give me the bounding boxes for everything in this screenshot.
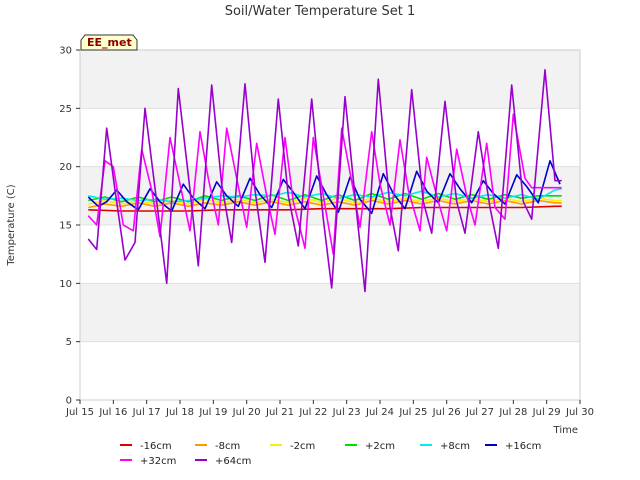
x-tick-label: Jul 26 bbox=[432, 407, 461, 418]
axis-ticks: 0 5 10 15 20 25 30 Jul 15 Jul 16 Jul 17 Jul 18 Jul … bbox=[59, 46, 594, 419]
x-tick-label: Jul 28 bbox=[498, 407, 527, 418]
series-line-+64cm bbox=[87, 69, 562, 293]
x-tick-label: Jul 19 bbox=[198, 407, 227, 418]
badge-box bbox=[80, 34, 138, 51]
x-tick-label: Jul 15 bbox=[65, 407, 94, 418]
x-tick-label: Jul 27 bbox=[465, 407, 494, 418]
x-tick-label: Jul 23 bbox=[332, 407, 361, 418]
y-axis-label: Temperature (C) bbox=[6, 184, 17, 266]
background-band bbox=[80, 50, 580, 109]
station-badge: EE_met bbox=[80, 34, 138, 51]
series-line--8cm bbox=[88, 199, 562, 209]
legend-label: -8cm bbox=[215, 441, 240, 452]
series-line-+2cm bbox=[88, 192, 562, 203]
x-tick-label: Jul 18 bbox=[165, 407, 194, 418]
x-tick-label: Jul 20 bbox=[232, 407, 261, 418]
y-tick-label: 25 bbox=[59, 104, 72, 115]
series-line-+8cm bbox=[88, 188, 562, 203]
y-tick-label: 5 bbox=[66, 337, 72, 348]
legend-label: +8cm bbox=[440, 441, 470, 452]
legend-label: +32cm bbox=[140, 456, 176, 467]
chart-title: Soil/Water Temperature Set 1 bbox=[225, 4, 416, 19]
x-tick-label: Jul 16 bbox=[98, 407, 127, 418]
legend: -16cm -8cm -2cm +2cm +8cm +16cm +32cm +64cm bbox=[120, 441, 541, 467]
legend-label: +2cm bbox=[365, 441, 395, 452]
background-band bbox=[80, 283, 580, 342]
badge-label: EE_met bbox=[87, 36, 132, 49]
y-tick-label: 0 bbox=[66, 396, 72, 407]
legend-label: -2cm bbox=[290, 441, 315, 452]
x-axis-label: Time bbox=[553, 425, 578, 436]
legend-label: +64cm bbox=[215, 456, 251, 467]
series-line-+32cm bbox=[87, 113, 562, 255]
x-tick-label: Jul 25 bbox=[398, 407, 427, 418]
y-tick-label: 10 bbox=[59, 279, 72, 290]
legend-label: +16cm bbox=[505, 441, 541, 452]
x-tick-label: Jul 24 bbox=[365, 407, 394, 418]
y-tick-label: 30 bbox=[59, 46, 72, 57]
x-tick-label: Jul 21 bbox=[265, 407, 294, 418]
y-tick-label: 20 bbox=[59, 162, 72, 173]
x-tick-label: Jul 30 bbox=[565, 407, 594, 418]
x-tick-label: Jul 17 bbox=[132, 407, 161, 418]
y-tick-label: 15 bbox=[59, 221, 72, 232]
legend-label: -16cm bbox=[140, 441, 172, 452]
x-tick-label: Jul 29 bbox=[532, 407, 561, 418]
series-lines bbox=[87, 69, 562, 293]
x-tick-label: Jul 22 bbox=[298, 407, 327, 418]
